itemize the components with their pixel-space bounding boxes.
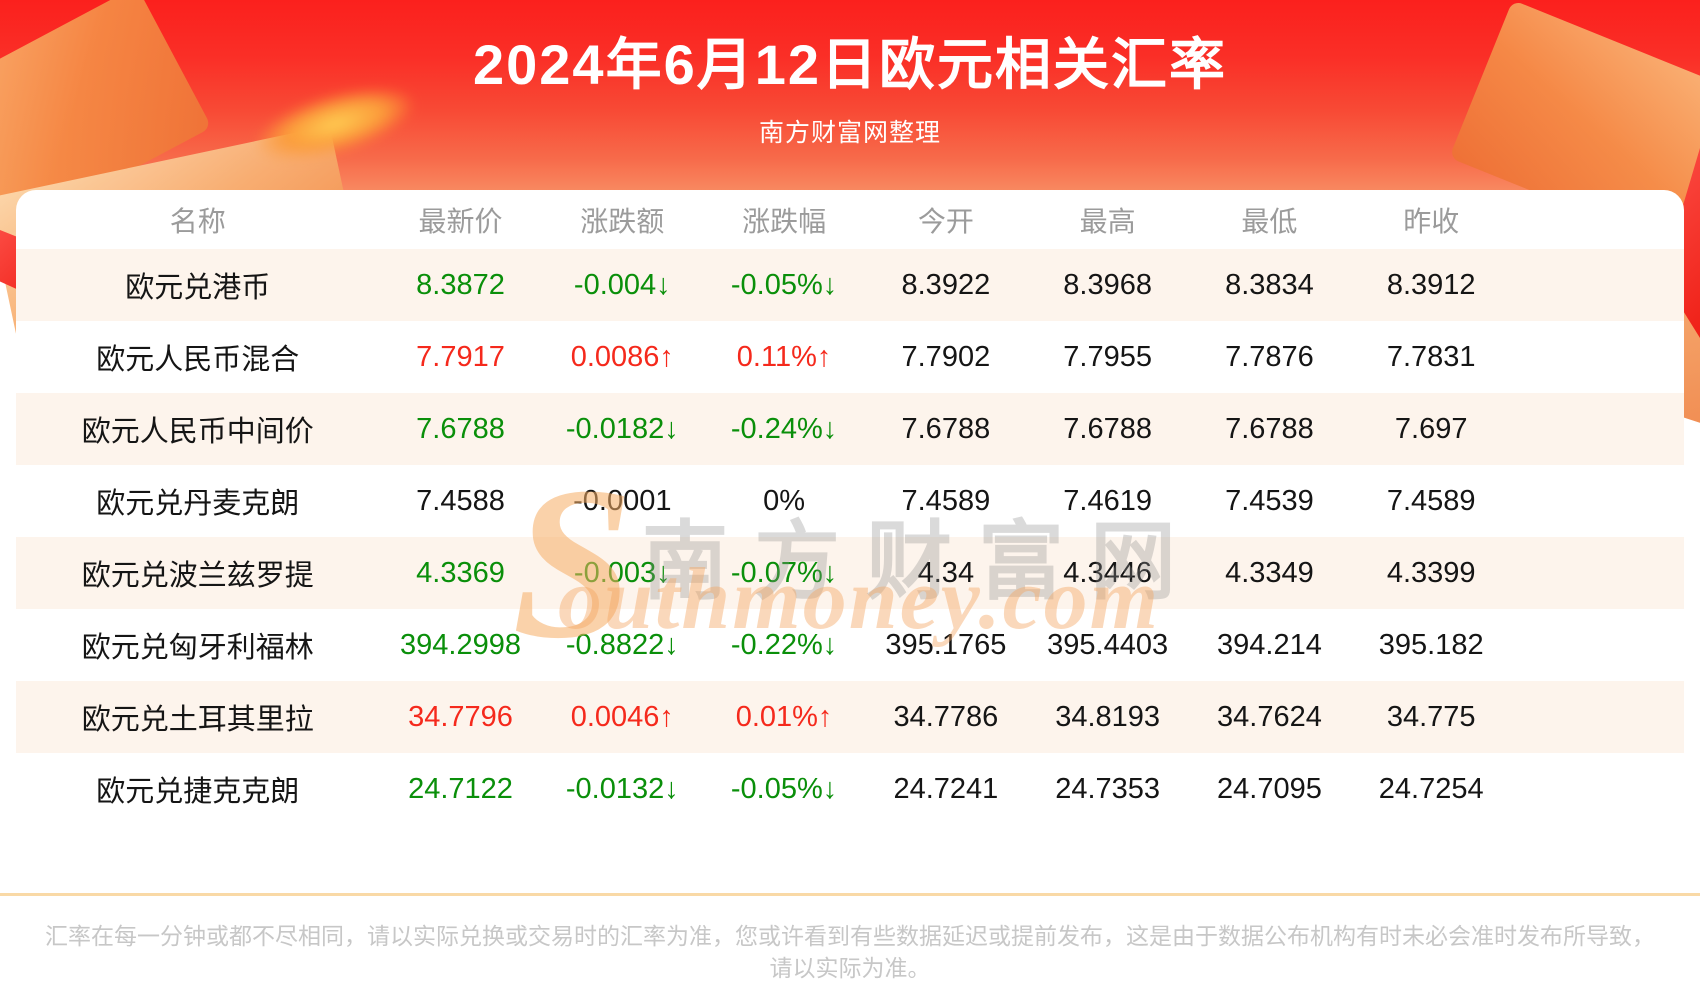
cell-low: 34.7624: [1217, 700, 1322, 733]
table-row: 欧元兑丹麦克朗 7.4588 -0.0001 0% 7.4589 7.4619 7.4539…: [16, 465, 1684, 537]
table-row: 欧元兑港币 8.3872 -0.004↓ -0.05%↓ 8.3922 8.3968 8.3…: [16, 249, 1684, 321]
cell-name: 欧元兑捷克克朗: [96, 776, 300, 808]
table-row: 欧元人民币混合 7.7917 0.0086↑ 0.11%↑ 7.7902 7.7955 7.…: [16, 321, 1684, 393]
cell-prev-close: 34.775: [1386, 700, 1476, 733]
cell-spacer: [1512, 681, 1684, 753]
cell-change-pct: -0.05%↓: [730, 268, 838, 301]
cell-high: 395.4403: [1047, 628, 1169, 661]
column-header-change-pct: 涨跌幅: [742, 205, 827, 237]
cell-prev-close: 24.7254: [1378, 772, 1484, 805]
cell-open: 395.1765: [885, 628, 1007, 661]
cell-prev-close: 7.4589: [1386, 484, 1476, 517]
cell-high: 7.4619: [1063, 484, 1152, 517]
table-row: 欧元兑土耳其里拉 34.7796 0.0046↑ 0.01%↑ 34.7786 34.81…: [16, 681, 1684, 753]
cell-name: 欧元兑港币: [125, 272, 271, 304]
cell-name: 欧元兑土耳其里拉: [81, 704, 314, 736]
disclaimer-line-1: 汇率在每一分钟或都不尽相同，请以实际兑换或交易时的汇率为准，您或许看到有些数据延…: [45, 923, 1655, 949]
cell-prev-close: 7.697: [1394, 412, 1468, 445]
cell-name: 欧元人民币中间价: [81, 416, 314, 448]
cell-prev-close: 8.3912: [1386, 268, 1476, 301]
cell-prev-close: 4.3399: [1386, 556, 1476, 589]
column-header-change: 涨跌额: [580, 205, 665, 237]
cell-latest: 394.2998: [400, 628, 521, 661]
cell-low: 7.6788: [1225, 412, 1314, 445]
cell-latest: 7.7917: [416, 340, 505, 373]
column-header-open: 今开: [917, 205, 974, 237]
cell-change-pct: -0.05%↓: [730, 772, 838, 805]
cell-open: 4.34: [917, 556, 975, 589]
cell-low: 8.3834: [1225, 268, 1314, 301]
cell-change: 0.0046↑: [570, 700, 674, 733]
cell-spacer: [1512, 753, 1684, 825]
table-row: 欧元兑波兰兹罗提 4.3369 -0.003↓ -0.07%↓ 4.34 4.3446 4.…: [16, 537, 1684, 609]
cell-latest: 24.7122: [408, 772, 513, 805]
column-header-spacer: [1512, 190, 1684, 249]
page-subtitle: 南方财富网整理: [758, 119, 941, 147]
cell-high: 7.6788: [1063, 412, 1152, 445]
cell-name: 欧元人民币混合: [96, 344, 300, 376]
cell-name: 欧元兑匈牙利福林: [81, 632, 314, 664]
cell-low: 7.7876: [1225, 340, 1314, 373]
table-row: 欧元人民币中间价 7.6788 -0.0182↓ -0.24%↓ 7.6788 7.678…: [16, 393, 1684, 465]
cell-spacer: [1512, 465, 1684, 537]
cell-high: 4.3446: [1063, 556, 1152, 589]
cell-open: 24.7241: [893, 772, 999, 805]
column-header-high: 最高: [1079, 205, 1136, 237]
cell-change: -0.8822↓: [565, 628, 679, 661]
disclaimer: 汇率在每一分钟或都不尽相同，请以实际兑换或交易时的汇率为准，您或许看到有些数据延…: [0, 893, 1700, 984]
column-header-name: 名称: [169, 205, 226, 237]
rates-table-card: 名称 最新价 涨跌额 涨跌幅 今开 最高 最低 昨收 欧元兑港币 8.3872 -0…: [16, 190, 1684, 825]
cell-change-pct: 0.01%↑: [735, 700, 833, 733]
cell-latest: 8.3872: [416, 268, 505, 301]
cell-change-pct: 0%: [763, 484, 806, 517]
exchange-rates-table: 名称 最新价 涨跌额 涨跌幅 今开 最高 最低 昨收 欧元兑港币 8.3872 -0…: [16, 190, 1684, 825]
page-title: 2024年6月12日欧元相关汇率: [472, 33, 1227, 96]
cell-spacer: [1512, 609, 1684, 681]
cell-latest: 7.4588: [416, 484, 505, 517]
cell-latest: 7.6788: [416, 412, 505, 445]
cell-change: -0.0182↓: [565, 412, 679, 445]
cell-high: 8.3968: [1063, 268, 1152, 301]
cell-change-pct: -0.24%↓: [730, 412, 838, 445]
cell-low: 394.214: [1217, 628, 1322, 661]
rate-table-body: 欧元兑港币 8.3872 -0.004↓ -0.05%↓ 8.3922 8.3968 8.3…: [16, 249, 1684, 825]
cell-low: 24.7095: [1217, 772, 1322, 805]
cell-prev-close: 395.182: [1378, 628, 1484, 661]
cell-name: 欧元兑波兰兹罗提: [81, 560, 314, 592]
cell-high: 7.7955: [1063, 340, 1152, 373]
disclaimer-line-2: 请以实际为准。: [769, 955, 931, 981]
cell-change-pct: -0.07%↓: [730, 556, 838, 589]
cell-spacer: [1512, 249, 1684, 321]
cell-open: 7.6788: [901, 412, 991, 445]
cell-latest: 34.7796: [408, 700, 513, 733]
cell-open: 8.3922: [901, 268, 991, 301]
table-header-row: 名称 最新价 涨跌额 涨跌幅 今开 最高 最低 昨收: [16, 190, 1684, 249]
cell-low: 7.4539: [1225, 484, 1314, 517]
cell-spacer: [1512, 537, 1684, 609]
cell-high: 24.7353: [1055, 772, 1161, 805]
cell-change: -0.0001: [573, 484, 672, 517]
cell-latest: 4.3369: [416, 556, 505, 589]
cell-change: -0.004↓: [573, 268, 671, 301]
table-row: 欧元兑匈牙利福林 394.2998 -0.8822↓ -0.22%↓ 395.1765 3…: [16, 609, 1684, 681]
cell-spacer: [1512, 393, 1684, 465]
cell-open: 34.7786: [893, 700, 999, 733]
cell-change: -0.003↓: [573, 556, 671, 589]
column-header-prev-close: 昨收: [1403, 205, 1460, 237]
column-header-latest: 最新价: [418, 205, 503, 237]
cell-low: 4.3349: [1225, 556, 1314, 589]
cell-spacer: [1512, 321, 1684, 393]
cell-prev-close: 7.7831: [1386, 340, 1476, 373]
column-header-low: 最低: [1241, 205, 1298, 237]
cell-open: 7.4589: [901, 484, 991, 517]
cell-change-pct: -0.22%↓: [730, 628, 838, 661]
cell-change: -0.0132↓: [565, 772, 679, 805]
cell-high: 34.8193: [1055, 700, 1161, 733]
cell-name: 欧元兑丹麦克朗: [96, 488, 300, 520]
cell-change-pct: 0.11%↑: [736, 340, 832, 373]
cell-change: 0.0086↑: [570, 340, 674, 373]
cell-open: 7.7902: [901, 340, 991, 373]
table-row: 欧元兑捷克克朗 24.7122 -0.0132↓ -0.05%↓ 24.7241 24.7…: [16, 753, 1684, 825]
